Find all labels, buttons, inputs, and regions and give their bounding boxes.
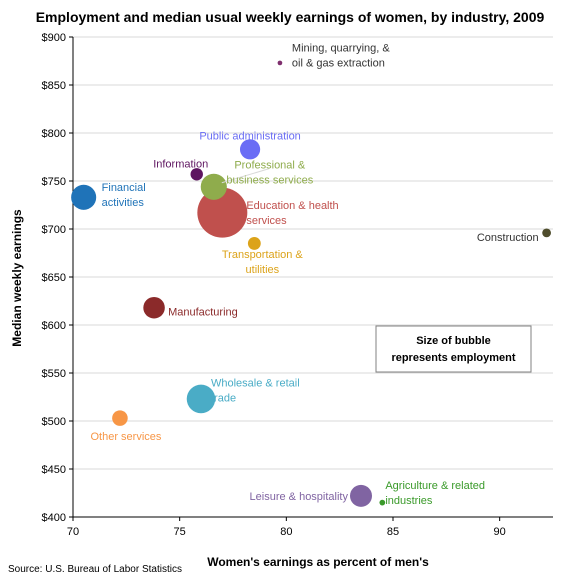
y-tick-label: $650 — [42, 272, 66, 284]
x-axis-label: Women's earnings as percent of men's — [207, 555, 429, 569]
bubble-label: Manufacturing — [168, 307, 238, 319]
bubble — [239, 139, 261, 160]
x-tick-label: 90 — [494, 526, 506, 538]
y-axis-label: Median weekly earnings — [10, 209, 24, 347]
bubble-label: Agriculture & related — [385, 480, 485, 492]
bubble — [349, 484, 373, 507]
legend-box: Size of bubble represents employment — [375, 325, 532, 373]
bubble-label: services — [246, 215, 287, 227]
source-note: Source: U.S. Bureau of Labor Statistics — [8, 564, 182, 575]
x-tick-label: 70 — [67, 526, 79, 538]
bubble-label: activities — [102, 197, 145, 209]
y-tick-label: $900 — [42, 32, 66, 44]
bubble — [542, 228, 551, 238]
chart-title: Employment and median usual weekly earni… — [36, 9, 545, 25]
y-tick-label: $750 — [42, 176, 66, 188]
bubble-label: Financial — [102, 182, 146, 194]
bubble-label: Mining, quarrying, & — [292, 42, 390, 54]
x-tick-label: 80 — [280, 526, 292, 538]
bubble — [112, 410, 128, 426]
axes — [69, 36, 553, 521]
x-tick-labels: 70 75 80 85 90 — [67, 526, 506, 538]
y-tick-label: $450 — [42, 464, 66, 476]
y-tick-label: $700 — [42, 224, 66, 236]
bubble-label: Education & health — [246, 200, 338, 212]
x-tick-label: 85 — [387, 526, 399, 538]
bubble-label: Professional & — [234, 159, 306, 171]
bubble-label: Wholesale & retail — [211, 377, 300, 389]
bubble-label: utilities — [246, 264, 280, 276]
y-tick-label: $800 — [42, 128, 66, 140]
gridlines — [73, 36, 553, 470]
bubble-label: Construction — [477, 232, 539, 244]
y-tick-label: $600 — [42, 320, 66, 332]
bubble — [247, 236, 261, 250]
bubble-label: Other services — [90, 431, 161, 443]
y-tick-label: $500 — [42, 416, 66, 428]
legend-frame — [375, 325, 532, 373]
bubble-label: Leisure & hospitality — [250, 491, 349, 503]
bubble-label: Information — [153, 158, 208, 170]
y-tick-label: $400 — [42, 512, 66, 524]
legend-line-1: Size of bubble — [416, 335, 491, 347]
leader-line — [221, 168, 269, 184]
bubble — [190, 168, 203, 181]
bubble-label: trade — [211, 392, 236, 404]
bubble-label: Public administration — [199, 130, 301, 142]
bubble-label: business services — [226, 174, 313, 186]
bubble — [197, 187, 248, 238]
y-tick-labels: $400 $450 $500 $550 $600 $650 $700 $750 $800 $850… — [42, 32, 66, 524]
bubble — [277, 60, 283, 66]
bubble — [71, 184, 97, 210]
y-tick-label: $850 — [42, 80, 66, 92]
x-tick-label: 75 — [174, 526, 186, 538]
y-tick-label: $550 — [42, 368, 66, 380]
bubble-label: industries — [385, 495, 433, 507]
bubble-labels: Mining, quarrying, & oil & gas extraction… — [90, 42, 538, 507]
bubbles — [71, 60, 551, 507]
bubble — [186, 384, 216, 414]
bubble — [379, 499, 386, 506]
bubble-label: Transportation & — [222, 249, 304, 261]
legend-line-2: represents employment — [391, 352, 515, 364]
bubble-label: oil & gas extraction — [292, 57, 385, 69]
bubble — [143, 296, 165, 319]
bubble — [200, 173, 227, 200]
